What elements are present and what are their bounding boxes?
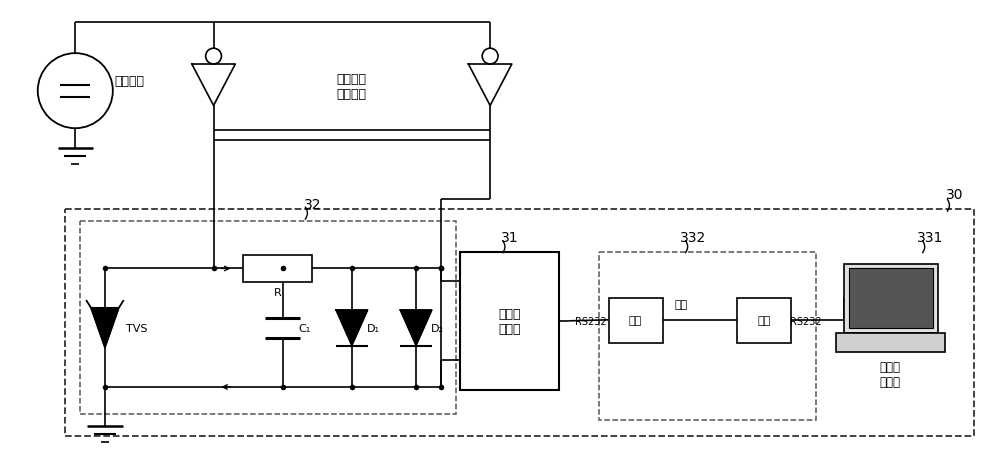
Bar xyxy=(80,221,456,414)
Text: D₁: D₁ xyxy=(367,323,380,333)
Text: TVS: TVS xyxy=(126,323,147,333)
Text: RS232: RS232 xyxy=(790,316,822,326)
Text: 施压设备: 施压设备 xyxy=(115,75,145,88)
Text: 32: 32 xyxy=(304,198,321,212)
Text: 31: 31 xyxy=(501,230,519,244)
Polygon shape xyxy=(336,310,368,346)
Bar xyxy=(844,264,938,333)
Bar xyxy=(599,252,816,419)
Polygon shape xyxy=(400,310,432,346)
Bar xyxy=(460,252,559,390)
Polygon shape xyxy=(91,308,119,348)
Bar xyxy=(849,269,933,328)
Text: 30: 30 xyxy=(946,188,963,202)
Text: 数据采
集单元: 数据采 集单元 xyxy=(880,360,901,388)
Bar xyxy=(836,333,945,353)
Bar xyxy=(609,299,663,343)
Text: C₁: C₁ xyxy=(298,323,311,333)
Text: 光电: 光电 xyxy=(757,315,770,325)
Text: 被测高压
直流电缆: 被测高压 直流电缆 xyxy=(337,73,367,101)
Text: 331: 331 xyxy=(916,230,943,244)
Bar xyxy=(737,299,791,343)
Text: 电流测
量模块: 电流测 量模块 xyxy=(499,307,521,335)
Text: 光纤: 光纤 xyxy=(674,299,687,309)
Text: R: R xyxy=(274,288,282,298)
Text: RS232: RS232 xyxy=(575,316,607,326)
Text: 电光: 电光 xyxy=(629,315,642,325)
Text: 332: 332 xyxy=(679,230,706,244)
Bar xyxy=(65,210,974,437)
Text: D₂: D₂ xyxy=(431,323,444,333)
Bar xyxy=(243,255,312,283)
